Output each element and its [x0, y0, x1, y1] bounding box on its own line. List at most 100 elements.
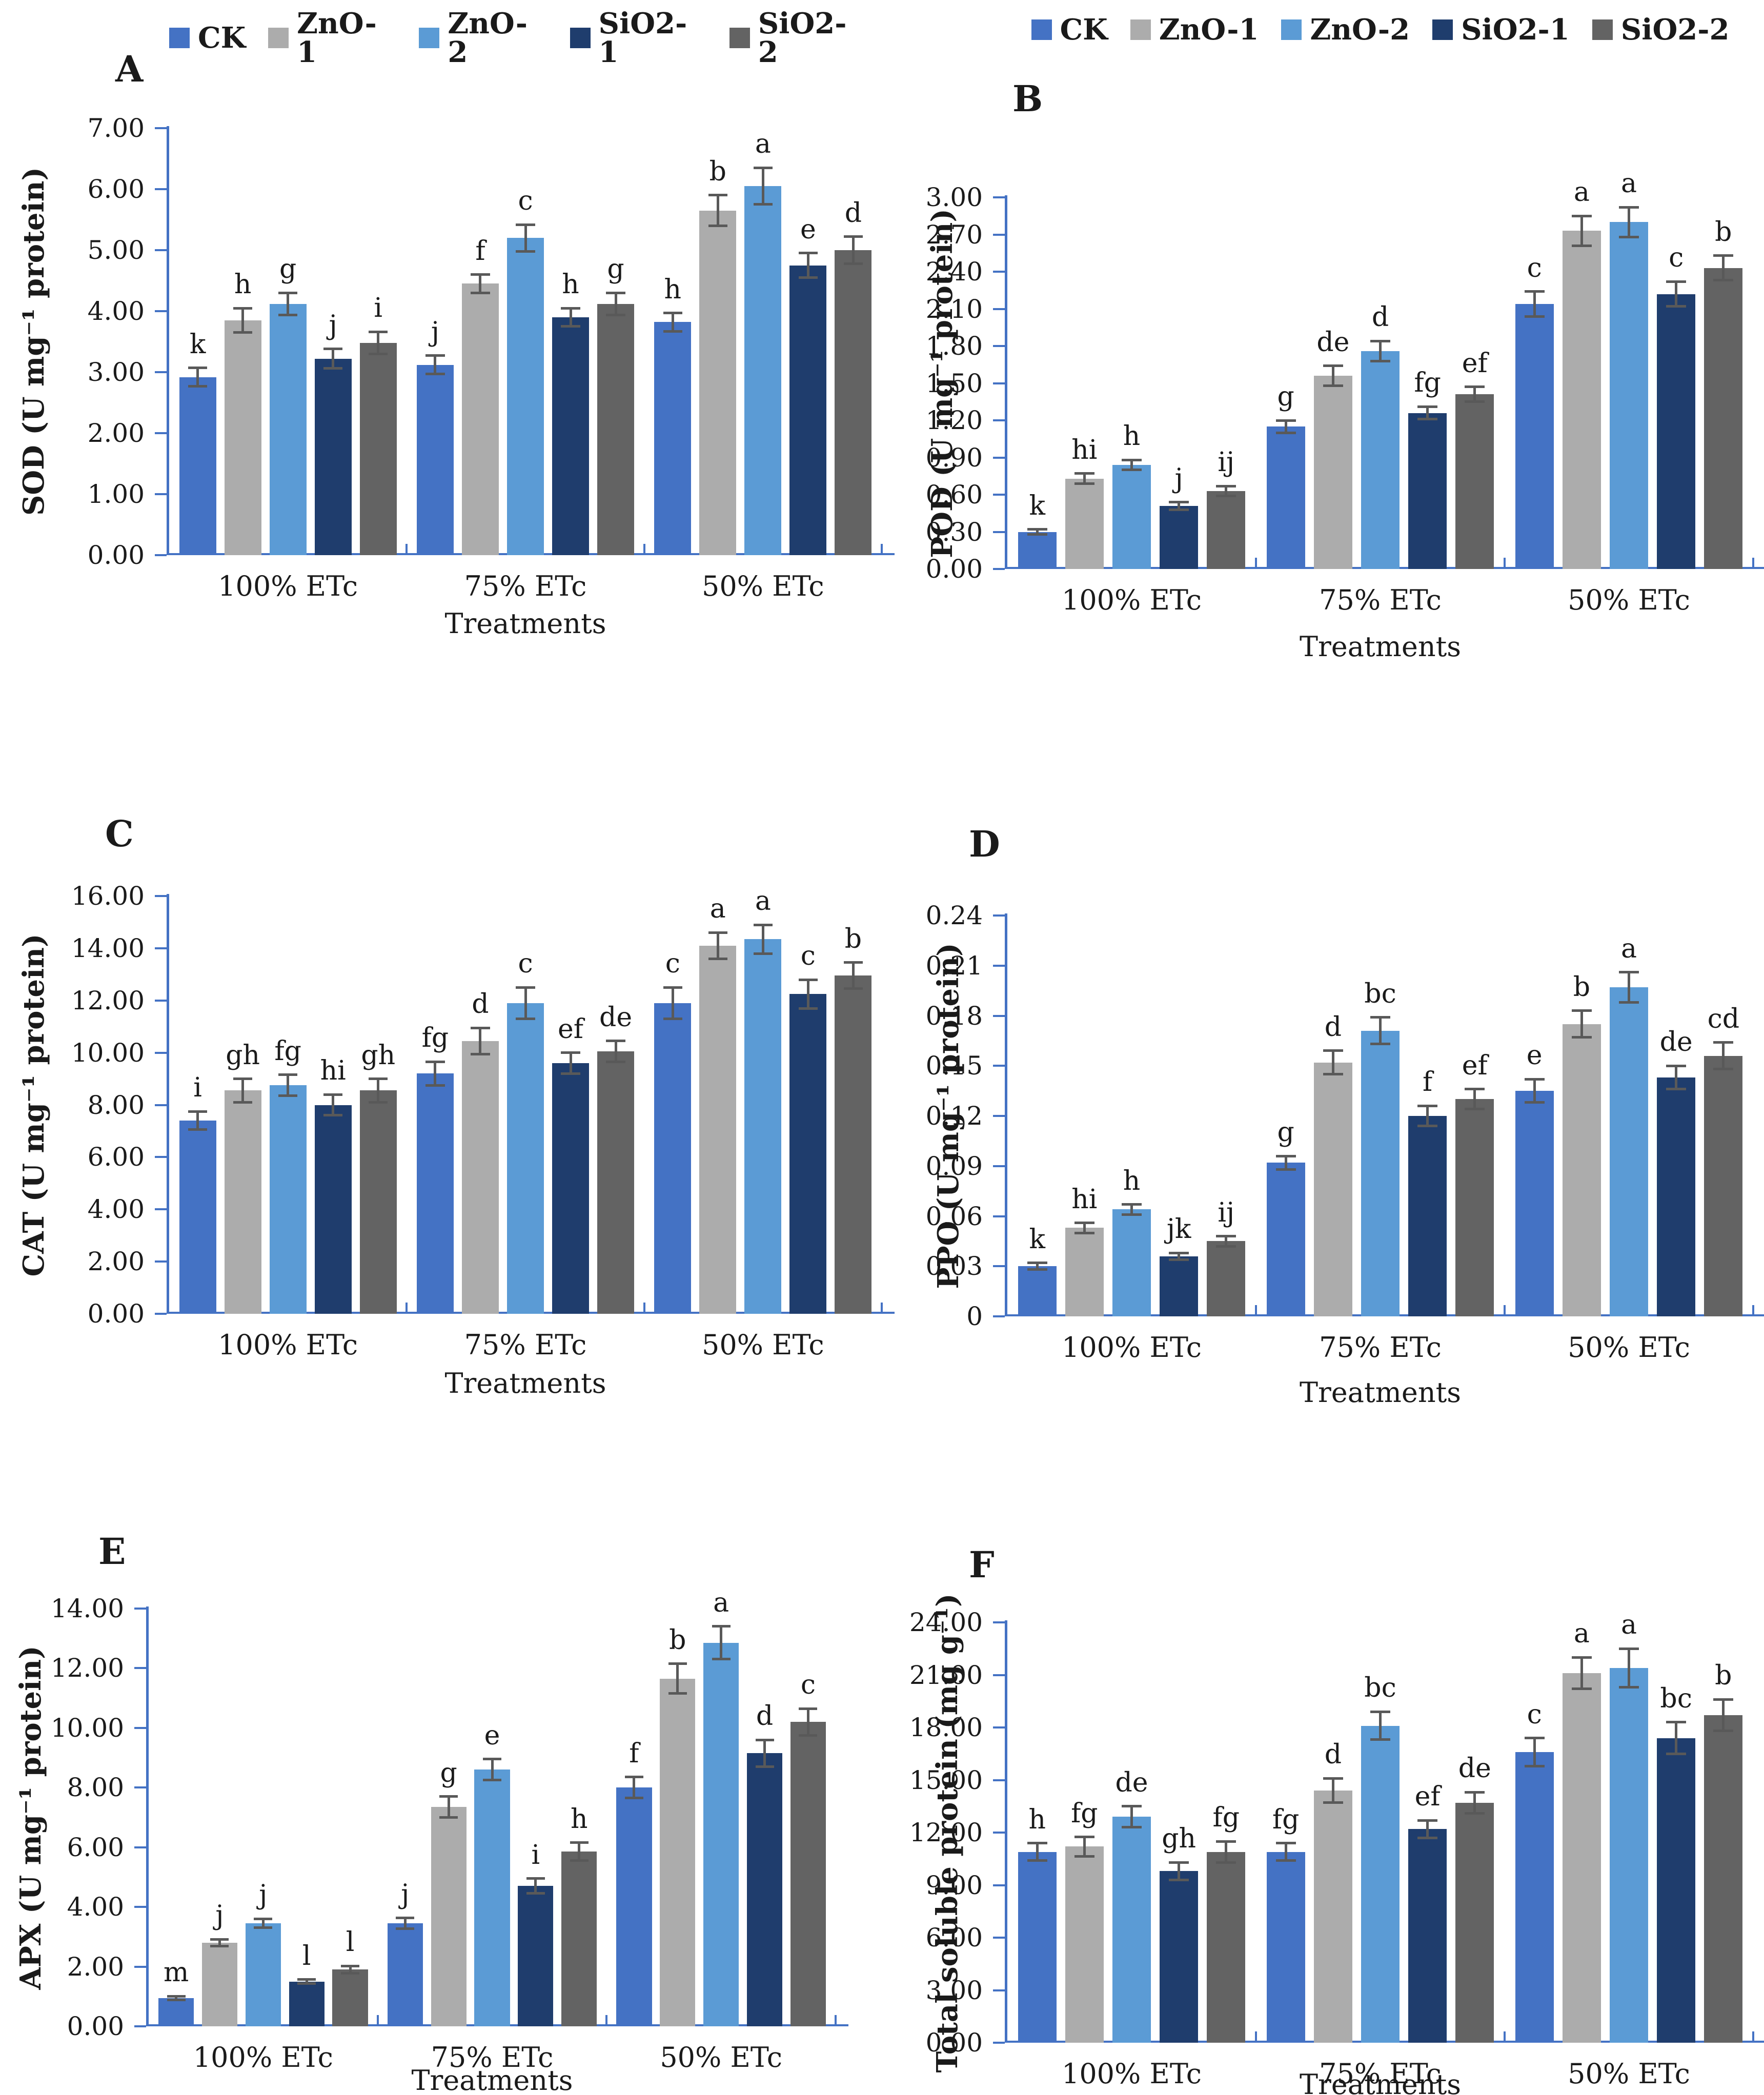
- error-bar-cap-top: [1666, 1064, 1687, 1067]
- significance-letter: a: [1573, 1618, 1590, 1650]
- error-bar-cap-bottom: [439, 1816, 458, 1819]
- error-bar-cap-bottom: [1370, 1043, 1391, 1046]
- significance-letter: d: [472, 989, 489, 1020]
- y-axis-tick: [993, 964, 1005, 967]
- bar-ck: [179, 377, 216, 555]
- panel-letter-e: E: [98, 1530, 126, 1573]
- category-boundary-tick: [1504, 558, 1506, 569]
- bar-sio2-1: [1160, 1871, 1199, 2043]
- error-bar-cap-top: [1169, 501, 1189, 503]
- error-bar-line: [1130, 1204, 1133, 1215]
- error-bar-line: [241, 1079, 245, 1103]
- significance-letter: gh: [1162, 1823, 1197, 1855]
- error-bar-line: [1083, 1223, 1086, 1233]
- y-axis-tick: [134, 1965, 146, 1968]
- y-axis-line: [146, 1606, 149, 2026]
- bar-zno-1: [699, 945, 737, 1314]
- y-axis-tick: [134, 1786, 146, 1789]
- error-bar-cap-top: [1074, 1222, 1094, 1225]
- y-tick-label: 2.00: [87, 418, 145, 448]
- y-axis-tick: [993, 345, 1005, 347]
- significance-letter: k: [1029, 1224, 1045, 1255]
- bar-sio2-1: [314, 358, 352, 555]
- error-bar-cap-bottom: [233, 1101, 253, 1104]
- error-bar-cap-bottom: [663, 330, 682, 333]
- category-label: 100% ETc: [218, 1329, 358, 1361]
- legend-label-sio2-2: SiO2-2: [1620, 13, 1730, 47]
- error-bar-line: [1178, 1253, 1181, 1260]
- error-bar-line: [261, 1919, 265, 1928]
- error-bar-line: [720, 1626, 723, 1659]
- y-tick-label: 0.00: [925, 554, 983, 584]
- bar-sio2-2: [561, 1852, 597, 2026]
- y-axis-tick: [155, 1313, 167, 1315]
- error-bar-cap-top: [753, 166, 773, 169]
- y-axis-tick: [993, 568, 1005, 570]
- error-bar-cap-top: [1465, 385, 1485, 389]
- y-axis-tick: [993, 456, 1005, 459]
- error-bar-cap-bottom: [606, 1060, 625, 1063]
- panel-letter-a: A: [115, 48, 144, 90]
- significance-letter: hi: [1071, 434, 1098, 465]
- y-axis-tick: [155, 1104, 167, 1106]
- significance-letter: hi: [320, 1055, 346, 1087]
- legend-swatch-sio2-2: [729, 28, 750, 48]
- significance-letter: a: [755, 886, 771, 917]
- error-bar-cap-bottom: [1713, 1068, 1734, 1071]
- bar-sio2-2: [1704, 1055, 1743, 1316]
- significance-letter: ef: [1414, 1781, 1441, 1813]
- significance-letter: b: [1715, 1660, 1732, 1692]
- error-bar-cap-top: [1216, 1235, 1236, 1238]
- y-axis-tick: [993, 271, 1005, 273]
- error-bar-line: [1473, 1792, 1476, 1814]
- error-bar-cap-top: [1323, 1777, 1343, 1780]
- error-bar-line: [1379, 1712, 1382, 1740]
- error-bar-line: [1426, 1820, 1429, 1838]
- error-bar-cap-bottom: [1121, 1826, 1142, 1829]
- error-bar-line: [1379, 1017, 1382, 1044]
- significance-letter: i: [531, 1839, 540, 1870]
- legend-item-zno-1: ZnO-1: [268, 9, 396, 67]
- error-bar-cap-top: [1275, 1842, 1296, 1844]
- error-bar-cap-bottom: [369, 352, 388, 355]
- error-bar-line: [716, 195, 719, 226]
- category-boundary-tick: [1752, 1305, 1754, 1316]
- error-bar-cap-bottom: [708, 224, 727, 227]
- category-label: 100% ETc: [218, 570, 358, 602]
- error-bar-cap-bottom: [712, 1658, 731, 1661]
- error-bar-cap-bottom: [1074, 1231, 1094, 1234]
- category-label: 50% ETc: [701, 1329, 824, 1361]
- y-tick-label: 5.00: [87, 235, 145, 265]
- y-axis-tick: [993, 419, 1005, 421]
- error-bar-cap-bottom: [1713, 1730, 1734, 1733]
- error-bar-line: [479, 274, 482, 293]
- plot-protein: 24.00 21.00 18.00 15.00 12.00 9.00 6.00 3.00 0.0…: [909, 1610, 1764, 2088]
- error-bar-cap-bottom: [1417, 1125, 1438, 1128]
- error-bar-cap-top: [167, 1995, 186, 1998]
- significance-letter: a: [713, 1587, 729, 1618]
- error-bar-cap-top: [1713, 254, 1734, 257]
- bar-zno-1: [462, 1041, 499, 1314]
- error-bar-line: [1580, 1010, 1583, 1038]
- bar-zno-1: [1313, 1062, 1352, 1316]
- y-axis-title-apx: APX (U mg⁻¹ protein): [14, 1645, 48, 1990]
- bar-zno-1: [224, 1090, 261, 1314]
- bar-sio2-2: [359, 1090, 397, 1314]
- error-bar-line: [569, 1052, 572, 1074]
- bar-ck: [654, 322, 692, 555]
- error-bar-cap-top: [1027, 1262, 1047, 1265]
- significance-letter: d: [1371, 302, 1389, 333]
- bar-sio2-1: [1408, 413, 1447, 569]
- y-tick-label: 16.00: [71, 881, 145, 911]
- error-bar-cap-bottom: [624, 1797, 643, 1800]
- significance-letter: ij: [1218, 447, 1235, 478]
- significance-letter: gh: [226, 1040, 260, 1071]
- bar-zno-2: [474, 1769, 510, 2026]
- error-bar-cap-bottom: [1465, 400, 1485, 403]
- significance-letter: h: [234, 269, 252, 300]
- y-tick-label: 0.09: [925, 1151, 983, 1181]
- y-axis-tick: [155, 493, 167, 495]
- error-bar-cap-top: [606, 1040, 625, 1043]
- legend-swatch-zno-2: [419, 28, 440, 48]
- bar-zno-1: [1065, 478, 1104, 569]
